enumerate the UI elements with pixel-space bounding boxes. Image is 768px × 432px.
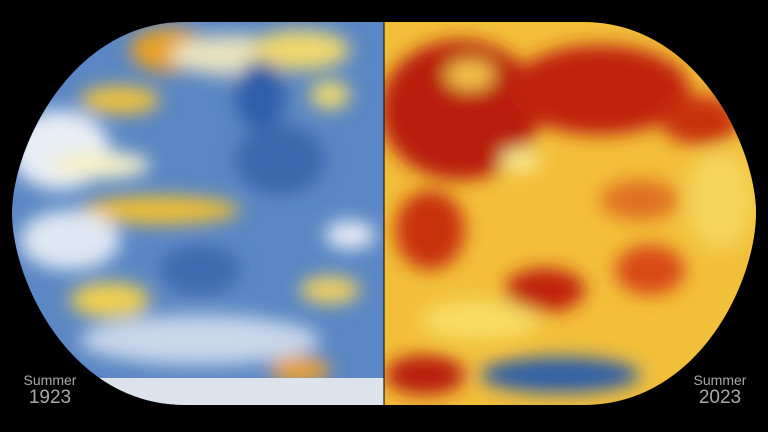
map-1923 (12, 22, 384, 405)
year-label: 2023 (699, 387, 741, 408)
anomaly-blobs (384, 40, 755, 395)
anomaly-blobs (12, 28, 375, 384)
season-label: Summer (24, 372, 77, 388)
season-label: Summer (694, 372, 747, 388)
year-label: 1923 (29, 387, 71, 408)
map-2023 (384, 22, 756, 405)
